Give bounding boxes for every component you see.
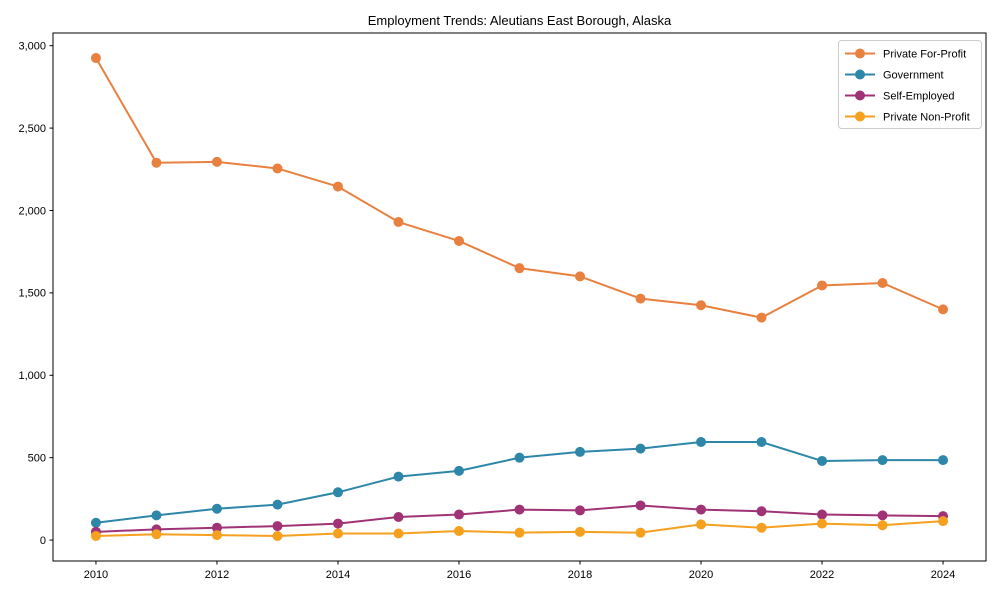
data-point-private-non-profit <box>211 530 222 541</box>
y-tick-label: 3,000 <box>18 40 46 52</box>
data-point-private-non-profit <box>151 529 162 540</box>
data-point-private-for-profit <box>575 271 586 282</box>
data-point-private-for-profit <box>635 293 646 304</box>
series-line-private-for-profit <box>95 57 944 319</box>
data-point-private-for-profit <box>151 157 162 168</box>
data-point-private-non-profit <box>393 528 404 539</box>
legend-marker-private-for-profit <box>855 48 865 59</box>
data-point-government <box>211 503 222 514</box>
x-tick-label: 2016 <box>447 569 471 581</box>
data-point-self-employed <box>817 509 828 520</box>
x-tick-label: 2022 <box>810 569 834 581</box>
data-point-government <box>877 455 888 466</box>
data-point-private-for-profit <box>514 263 525 274</box>
data-point-government <box>453 465 464 476</box>
y-tick-label: 1,000 <box>18 370 46 382</box>
data-point-private-non-profit <box>938 516 949 527</box>
data-point-private-non-profit <box>453 526 464 537</box>
x-tick-label: 2010 <box>84 569 108 581</box>
legend <box>838 40 982 129</box>
data-point-government <box>817 455 828 466</box>
data-point-private-for-profit <box>453 235 464 246</box>
data-point-government <box>575 446 586 457</box>
data-point-self-employed <box>635 500 646 511</box>
y-tick-label: 2,000 <box>18 205 46 217</box>
data-point-private-for-profit <box>877 277 888 288</box>
data-point-self-employed <box>877 510 888 521</box>
data-point-government <box>332 487 343 498</box>
data-point-private-non-profit <box>332 528 343 539</box>
data-point-self-employed <box>272 521 283 532</box>
data-point-government <box>151 510 162 521</box>
data-point-private-non-profit <box>877 520 888 531</box>
data-point-self-employed <box>453 509 464 520</box>
data-point-private-for-profit <box>756 312 767 323</box>
legend-item-private-for-profit: Private For-Profit <box>883 48 966 60</box>
x-tick-label: 2024 <box>931 569 955 581</box>
data-point-government <box>514 452 525 463</box>
data-point-private-for-profit <box>817 280 828 291</box>
data-point-private-for-profit <box>272 163 283 174</box>
data-point-private-non-profit <box>756 522 767 533</box>
x-tick-label: 2018 <box>568 569 592 581</box>
x-tick-label: 2012 <box>205 569 229 581</box>
data-point-private-for-profit <box>938 304 949 315</box>
data-point-self-employed <box>756 506 767 517</box>
y-tick-label: 2,500 <box>18 123 46 135</box>
data-point-self-employed <box>393 512 404 522</box>
data-point-private-for-profit <box>90 53 101 64</box>
legend-marker-private-non-profit <box>855 111 865 122</box>
y-tick-label: 1,500 <box>18 288 46 300</box>
data-point-self-employed <box>332 518 343 529</box>
x-tick-label: 2020 <box>689 569 713 581</box>
data-point-private-non-profit <box>514 527 525 538</box>
chart-content: 0 500 1,000 1,500 2,000 2,500 3,000 2010 2012 201… <box>18 40 982 581</box>
data-point-government <box>938 455 949 466</box>
data-point-private-non-profit <box>90 530 101 541</box>
data-point-government <box>635 443 646 454</box>
y-tick-label: 0 <box>40 535 46 547</box>
legend-item-private-non-profit: Private Non-Profit <box>883 111 970 123</box>
data-point-self-employed <box>575 505 586 516</box>
plot-area <box>52 32 987 562</box>
data-point-self-employed <box>696 504 707 515</box>
data-point-private-for-profit <box>696 300 707 311</box>
data-point-private-non-profit <box>696 519 707 530</box>
data-point-private-non-profit <box>272 530 283 541</box>
data-point-private-non-profit <box>817 518 828 529</box>
legend-item-self-employed: Self-Employed <box>883 90 955 102</box>
data-point-self-employed <box>514 504 525 515</box>
data-point-self-employed <box>211 522 222 533</box>
data-point-government <box>90 517 101 528</box>
data-point-private-non-profit <box>635 527 646 538</box>
data-point-private-for-profit <box>393 217 404 228</box>
data-point-private-non-profit <box>575 526 586 537</box>
data-point-government <box>696 437 707 448</box>
x-tick-label: 2014 <box>326 569 350 581</box>
legend-marker-government <box>855 69 865 80</box>
data-point-private-for-profit <box>332 181 343 192</box>
data-point-government <box>393 471 404 482</box>
legend-item-government: Government <box>883 69 944 81</box>
data-point-private-for-profit <box>211 156 222 167</box>
chart-title: Employment Trends: Aleutians East Boroug… <box>368 13 672 28</box>
data-point-government <box>272 499 283 510</box>
legend-marker-self-employed <box>855 90 865 101</box>
y-tick-label: 500 <box>28 452 46 464</box>
data-point-government <box>756 437 767 448</box>
